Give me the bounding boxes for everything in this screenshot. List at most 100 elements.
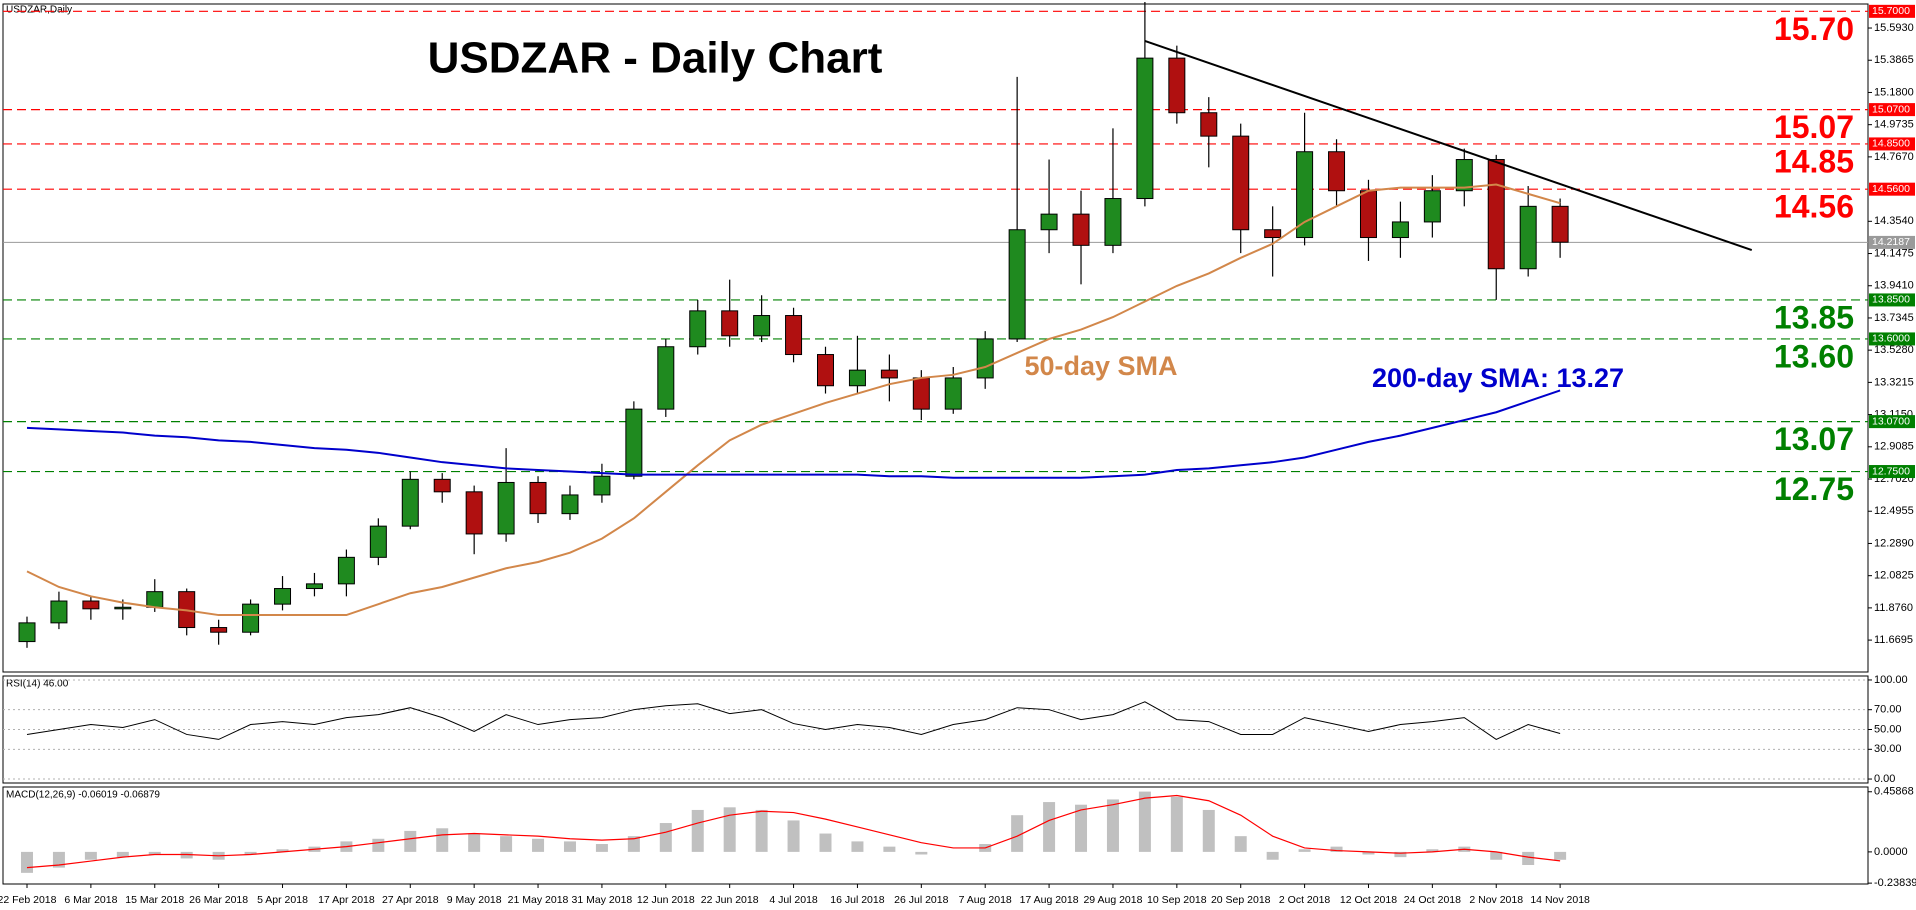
- y-tick-label: 15.1800: [1874, 86, 1914, 98]
- axis-price-box: [1869, 293, 1915, 307]
- macd-bar: [1170, 796, 1183, 852]
- x-tick-label: 29 Aug 2018: [1083, 894, 1142, 906]
- macd-bar: [52, 851, 65, 868]
- moving-average: [26, 389, 1561, 479]
- macd-bar: [915, 851, 928, 855]
- x-tick-label: 10 Sep 2018: [1147, 894, 1207, 906]
- candle-body: [1008, 229, 1026, 340]
- level-label: 12.75: [1774, 471, 1854, 507]
- macd-bar: [500, 836, 513, 852]
- trendline: [1144, 40, 1753, 251]
- y-tick-label: 70.00: [1874, 704, 1902, 716]
- macd-label: MACD(12,26,9) -0.06019 -0.06879: [6, 790, 160, 801]
- x-tick-label: 20 Sep 2018: [1211, 894, 1271, 906]
- macd-bar: [21, 851, 33, 873]
- candle-body: [210, 627, 228, 633]
- candle-body: [242, 603, 260, 633]
- y-tick-label: 15.3865: [1874, 54, 1914, 66]
- axis-price-label: 14.5600: [1872, 183, 1910, 195]
- y-tick-label: 100.00: [1874, 674, 1908, 686]
- macd-bar: [116, 851, 129, 858]
- macd-bar: [1266, 851, 1279, 860]
- symbol-label: USDZAR,Daily: [6, 5, 72, 16]
- candle-body: [337, 556, 355, 585]
- y-tick-label: 11.6695: [1874, 634, 1913, 646]
- axis-price-label: 13.0700: [1872, 415, 1910, 427]
- candle-body: [18, 622, 36, 643]
- y-tick-label: 12.9085: [1874, 441, 1914, 453]
- series-annotation: 200-day SMA: 13.27: [1372, 363, 1624, 393]
- candle-body: [50, 600, 68, 624]
- candle-body: [401, 478, 419, 527]
- axis-price-box: [1869, 465, 1915, 479]
- level-label: 14.85: [1774, 143, 1854, 179]
- macd-bar: [787, 820, 800, 852]
- candle-body: [1519, 205, 1537, 270]
- macd-bar: [1011, 815, 1024, 852]
- x-tick-label: 27 Apr 2018: [382, 894, 439, 906]
- candle-body: [625, 408, 643, 477]
- candle-body: [146, 591, 164, 608]
- level-label: 15.70: [1774, 11, 1854, 47]
- y-tick-label: 0.45868: [1874, 786, 1914, 798]
- y-tick-label: 14.1475: [1874, 247, 1914, 259]
- candle-body: [785, 315, 803, 356]
- y-tick-label: 12.4955: [1874, 505, 1914, 517]
- macd-bar: [1490, 851, 1503, 860]
- macd-bar: [468, 833, 481, 852]
- macd-bar: [436, 828, 449, 852]
- x-tick-label: 24 Oct 2018: [1404, 894, 1461, 906]
- level-label: 13.60: [1774, 338, 1854, 374]
- candle-body: [1296, 151, 1314, 239]
- x-tick-label: 31 May 2018: [572, 894, 633, 906]
- macd-bar: [1075, 804, 1088, 852]
- x-tick-label: 17 Apr 2018: [318, 894, 375, 906]
- x-tick-label: 9 May 2018: [447, 894, 502, 906]
- candle-body: [1136, 57, 1154, 200]
- y-tick-label: 14.9735: [1874, 119, 1914, 131]
- candle-body: [1200, 112, 1218, 137]
- macd-bar: [1394, 851, 1407, 858]
- candle-body: [1423, 190, 1441, 223]
- x-tick-label: 7 Aug 2018: [959, 894, 1012, 906]
- candle-body: [1328, 151, 1346, 192]
- y-tick-label: 14.3540: [1874, 215, 1914, 227]
- candle-body: [912, 377, 930, 410]
- y-tick-label: 13.5280: [1874, 344, 1914, 356]
- candle-body: [465, 491, 483, 535]
- y-tick-label: 15.5930: [1874, 22, 1914, 34]
- candle-body: [753, 315, 771, 337]
- x-tick-label: 16 Jul 2018: [830, 894, 884, 906]
- y-tick-label: 12.2890: [1874, 537, 1914, 549]
- macd-bar: [1234, 836, 1247, 852]
- y-tick-label: 50.00: [1874, 723, 1902, 735]
- axis-price-label: 15.7000: [1872, 5, 1910, 17]
- macd-bar: [851, 841, 864, 852]
- macd-bar: [1362, 851, 1375, 855]
- candle-body: [593, 475, 611, 496]
- axis-price-box: [1869, 415, 1915, 429]
- macd-bar: [883, 846, 896, 852]
- candle-body: [1040, 213, 1058, 231]
- x-tick-label: 15 Mar 2018: [125, 894, 184, 906]
- axis-price-box: [1869, 137, 1915, 151]
- candle-body: [1168, 57, 1186, 114]
- candle-body: [561, 494, 579, 515]
- x-tick-label: 22 Feb 2018: [0, 894, 57, 906]
- axis-price-label: 12.7500: [1872, 465, 1910, 477]
- macd-bar: [819, 833, 832, 852]
- candle-body: [369, 525, 387, 558]
- panel-frame: [2, 3, 1869, 673]
- macd-bar: [1138, 791, 1151, 852]
- moving-average: [26, 183, 1561, 617]
- x-tick-label: 12 Jun 2018: [637, 894, 695, 906]
- y-tick-label: 0.0000: [1874, 846, 1908, 858]
- axis-price-label: 13.8500: [1872, 294, 1910, 306]
- candle-body: [305, 583, 323, 590]
- candle-body: [848, 369, 866, 387]
- chart-title: USDZAR - Daily Chart: [428, 34, 883, 83]
- macd-signal: [26, 794, 1561, 869]
- macd-bar: [1554, 851, 1567, 860]
